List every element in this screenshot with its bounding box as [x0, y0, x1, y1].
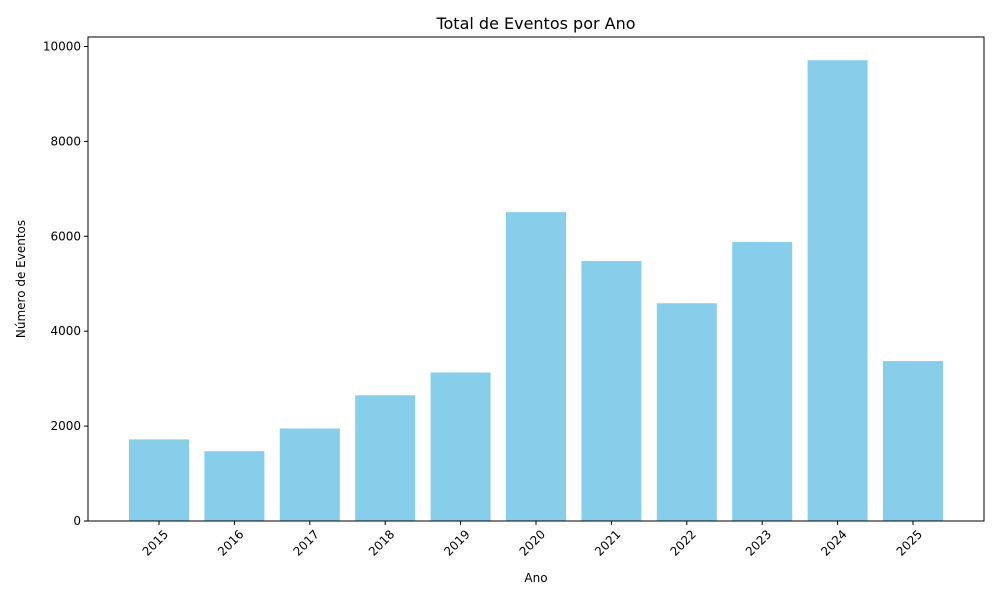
bar-2021	[581, 260, 642, 521]
bar-2018	[355, 395, 416, 521]
x-axis-ticks: 2015 2016 2017 2018 2019 2020 2021 2022 2023 2024…	[140, 521, 925, 559]
bar-2015	[129, 439, 189, 521]
x-tick-label: 2024	[818, 527, 849, 558]
plot-frame	[87, 36, 985, 522]
x-tick-label: 2021	[592, 527, 623, 558]
y-tick-label: 4000	[50, 324, 81, 338]
x-tick-label: 2023	[743, 527, 774, 558]
bar-2016	[204, 451, 265, 521]
x-axis-label: Ano	[524, 571, 547, 585]
y-axis-label: Número de Eventos	[14, 220, 28, 338]
chart-title: Total de Eventos por Ano	[435, 14, 635, 33]
bars-group	[129, 60, 943, 522]
y-tick-label: 6000	[50, 229, 81, 243]
bar-2024	[807, 60, 868, 522]
x-tick-label: 2018	[366, 527, 397, 558]
x-tick-label: 2022	[667, 527, 698, 558]
x-tick-label: 2015	[140, 527, 171, 558]
x-tick-label: 2017	[290, 527, 321, 558]
x-tick-label: 2016	[215, 527, 246, 558]
bar-2022	[656, 303, 717, 521]
x-tick-label: 2025	[894, 527, 925, 558]
bar-2020	[506, 212, 566, 521]
y-axis-ticks: 0 2000 4000 6000 8000 10000	[43, 39, 88, 528]
y-tick-label: 0	[73, 514, 81, 528]
x-tick-label: 2019	[441, 527, 472, 558]
y-tick-label: 2000	[50, 419, 81, 433]
y-tick-label: 8000	[50, 134, 81, 148]
x-tick-label: 2020	[517, 527, 548, 558]
y-tick-label: 10000	[43, 39, 81, 53]
bar-2019	[430, 372, 491, 521]
bar-2023	[732, 241, 793, 522]
bar-2025	[883, 361, 943, 521]
bar-2017	[279, 428, 340, 521]
